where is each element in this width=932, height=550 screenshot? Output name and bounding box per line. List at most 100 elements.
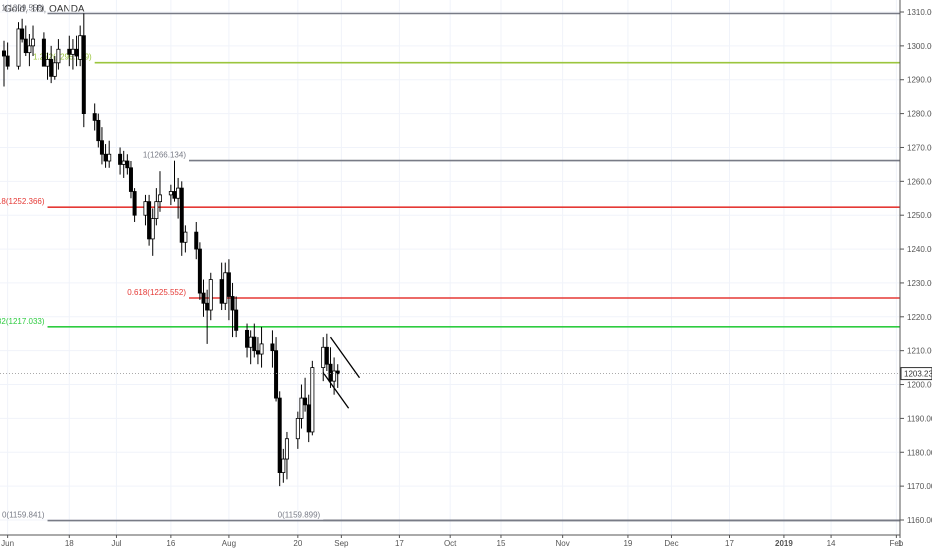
- x-tick-label: 16: [166, 539, 175, 548]
- y-tick-label: 1210.000: [907, 347, 932, 356]
- candle-body: [328, 363, 333, 382]
- candle-body: [306, 404, 311, 433]
- candle-body: [78, 35, 83, 60]
- candle-body: [335, 370, 340, 375]
- candle-body: [194, 231, 199, 250]
- x-tick-label: Feb: [889, 539, 903, 548]
- candle-body: [284, 438, 289, 460]
- x-tick-label: Dec: [664, 539, 678, 548]
- candle-body: [125, 160, 130, 169]
- candle-body: [2, 50, 7, 57]
- candle-body: [41, 38, 46, 67]
- fib-level-label: 1(1309.558): [1, 3, 44, 12]
- x-tick-label: 17: [395, 539, 404, 548]
- candle-body: [230, 296, 235, 311]
- y-tick-label: 1230.000: [907, 279, 932, 288]
- candle-body: [274, 350, 279, 399]
- candle-body: [92, 113, 97, 121]
- candle-body: [16, 28, 21, 67]
- candle-body: [179, 187, 184, 243]
- x-tick-label: Aug: [222, 539, 236, 548]
- y-tick-label: 1170.000: [907, 482, 932, 491]
- candle-body: [223, 272, 228, 304]
- x-tick-label: Jun: [1, 539, 14, 548]
- candle-body: [277, 397, 282, 473]
- candle-body: [27, 45, 32, 54]
- candle-body: [245, 329, 250, 348]
- candle-body: [143, 201, 148, 216]
- candle-body: [31, 38, 36, 47]
- candle-body: [172, 191, 177, 199]
- candle-body: [150, 218, 155, 240]
- candle-body: [324, 346, 329, 365]
- y-tick-label: 1220.000: [907, 313, 932, 322]
- candle-body: [176, 187, 181, 199]
- candle-body: [81, 35, 86, 114]
- candle-body: [295, 417, 300, 440]
- candle-body: [234, 309, 239, 331]
- candle-body: [128, 167, 133, 192]
- candle-body: [281, 458, 286, 473]
- candle-body: [52, 62, 57, 77]
- candle-body: [49, 59, 54, 77]
- y-tick-label: 1250.000: [907, 211, 932, 220]
- candle-body: [255, 350, 260, 355]
- candle-body: [103, 153, 108, 162]
- candle-body: [219, 279, 224, 304]
- candle-body: [201, 292, 206, 304]
- y-tick-label: 1270.000: [907, 143, 932, 152]
- candle-body: [321, 346, 326, 368]
- candle-body: [310, 367, 315, 433]
- x-tick-label: 18: [65, 539, 74, 548]
- chart-title: Gold, 1D, OANDA: [4, 4, 85, 15]
- x-tick-label: Jul: [111, 539, 121, 548]
- candle-body: [332, 370, 337, 382]
- candle-body: [252, 336, 257, 352]
- y-tick-label: 1300.000: [907, 42, 932, 51]
- y-tick-label: 1180.000: [907, 448, 932, 457]
- candle-body: [132, 191, 137, 216]
- x-tick-label: Sep: [334, 539, 349, 548]
- candle-body: [248, 336, 253, 348]
- x-tick-label: 1: [898, 539, 903, 548]
- trend-channel-line: [329, 336, 361, 379]
- candle-body: [157, 194, 162, 203]
- candle-body: [121, 160, 126, 165]
- candle-body: [96, 119, 101, 142]
- candle-body: [183, 231, 188, 243]
- y-tick-label: 1260.000: [907, 177, 932, 186]
- x-tick-label: 17: [725, 539, 734, 548]
- y-tick-label: 1280.000: [907, 110, 932, 119]
- candle-body: [56, 48, 61, 64]
- x-tick-label: Oct: [444, 539, 457, 548]
- candle-body: [118, 153, 123, 165]
- fib-level-label: 0.618(1225.552): [127, 288, 186, 297]
- fib-level-label: 0(1159.899): [278, 510, 321, 519]
- candle-body: [208, 279, 213, 311]
- fib-level-label: 0(1159.841): [2, 511, 45, 520]
- candle-body: [20, 28, 25, 40]
- candle-body: [67, 48, 72, 55]
- candle-body: [74, 48, 79, 57]
- x-tick-label: Nov: [556, 539, 570, 548]
- current-price-label: 1203.233: [904, 370, 932, 379]
- candle-body: [270, 343, 275, 352]
- y-tick-label: 1310.000: [907, 8, 932, 17]
- y-tick-label: 1290.000: [907, 76, 932, 85]
- x-tick-label: 2019: [775, 539, 793, 548]
- candle-body: [226, 272, 231, 297]
- fib-level-label: 1(1266.134): [143, 151, 186, 160]
- y-tick-label: 1160.000: [907, 516, 932, 525]
- x-tick-label: 14: [827, 539, 836, 548]
- candle-body: [197, 248, 202, 294]
- x-tick-label: 20: [293, 539, 302, 548]
- candle-body: [147, 201, 152, 240]
- candle-body: [205, 302, 210, 311]
- trend-channel-line: [322, 372, 350, 409]
- candle-body: [259, 343, 264, 355]
- candle-body: [299, 397, 304, 419]
- candle-body: [99, 140, 104, 155]
- current-price-tag: [900, 367, 932, 381]
